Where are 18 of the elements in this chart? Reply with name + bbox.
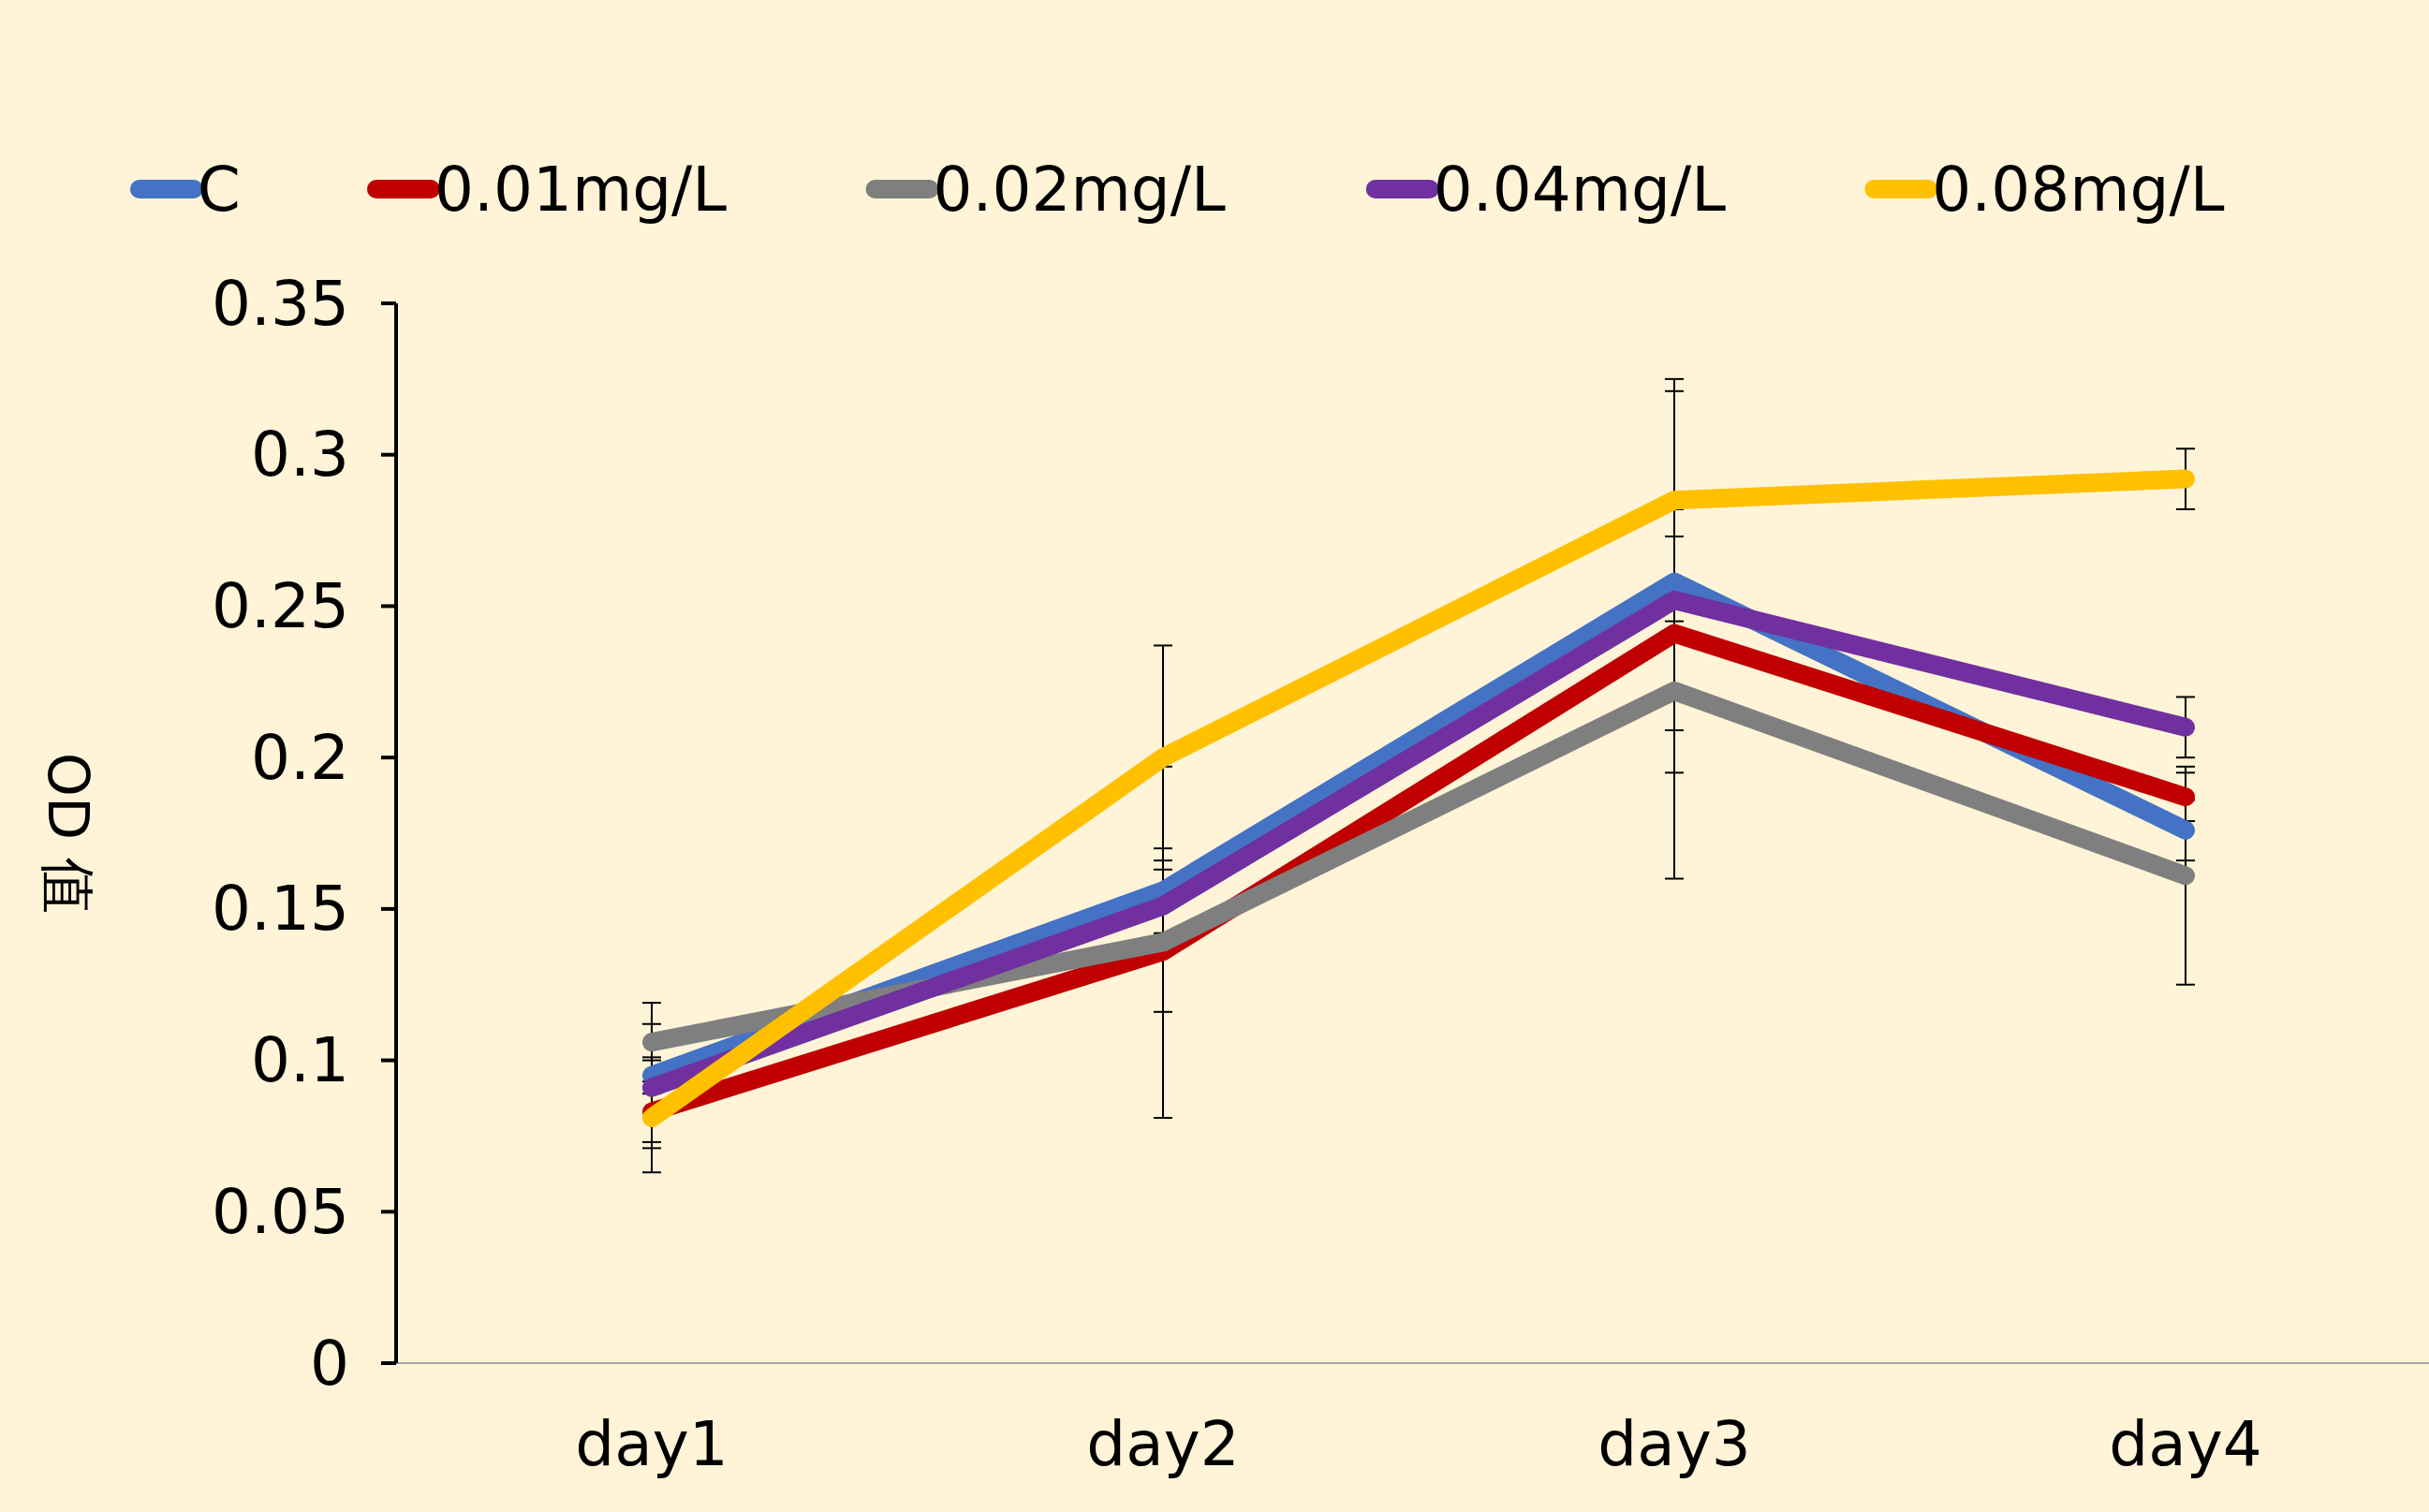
x-tick-label: day4 [2109,1408,2262,1480]
y-tick-label: 0.05 [212,1175,349,1248]
y-tick-label: 0 [310,1327,349,1400]
x-tick-label: day1 [575,1408,729,1480]
y-tick-label: 0.2 [251,721,349,794]
legend-label: 0.02mg/L [933,153,1226,226]
y-axis-title: OD 值 [36,752,101,915]
legend-label: C [197,153,241,226]
x-tick-label: day2 [1086,1408,1240,1480]
x-tick-label: day3 [1597,1408,1751,1480]
y-tick-label: 0.3 [251,418,349,492]
y-tick-label: 0.35 [212,267,349,340]
legend-label: 0.08mg/L [1932,153,2225,226]
y-tick-label: 0.15 [212,873,349,946]
y-tick-label: 0.25 [212,569,349,642]
legend-label: 0.04mg/L [1433,153,1727,226]
y-tick-label: 0.1 [251,1024,349,1097]
legend-label: 0.01mg/L [434,153,728,226]
